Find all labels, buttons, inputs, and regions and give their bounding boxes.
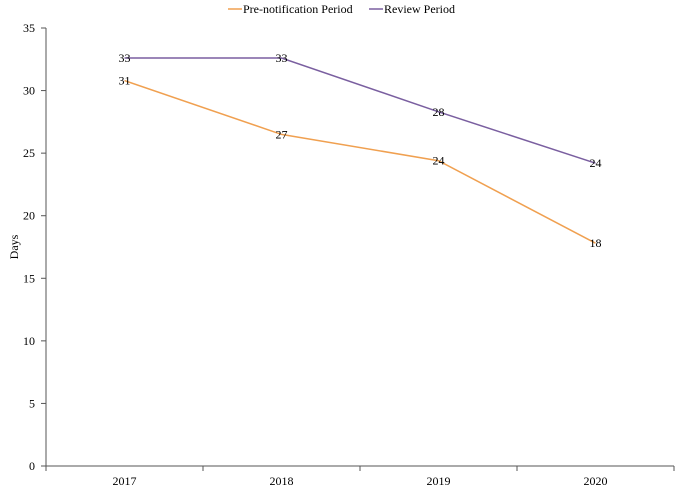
x-tick-label: 2020: [584, 474, 608, 488]
series-line-2: [124, 57, 596, 164]
data-label: 18: [590, 236, 602, 250]
x-tick-label: 2018: [270, 474, 294, 488]
data-label: 24: [590, 156, 602, 170]
legend-label-1: Pre-notification Period: [243, 2, 353, 16]
data-label: 33: [119, 51, 131, 65]
series-line-1: [124, 79, 596, 244]
y-tick-label: 10: [23, 334, 35, 348]
data-label: 24: [433, 154, 445, 168]
legend-label-2: Review Period: [384, 2, 455, 16]
data-label: 28: [433, 105, 445, 119]
y-tick-label: 35: [23, 21, 35, 35]
y-tick-label: 25: [23, 146, 35, 160]
x-tick-label: 2019: [427, 474, 451, 488]
y-tick-label: 20: [23, 209, 35, 223]
data-label: 33: [276, 51, 288, 65]
y-tick-label: 0: [29, 459, 35, 473]
x-tick-label: 2017: [113, 474, 137, 488]
x-axis: 2017 2018 2019 2020: [45, 465, 675, 488]
y-axis: Days 0 5 10 15 20 25 30 35: [7, 21, 47, 473]
plot-area: 31 27 24 18 33 33 28 24: [119, 51, 602, 250]
y-tick-label: 5: [29, 396, 35, 410]
y-axis-title: Days: [7, 234, 21, 259]
y-tick-label: 30: [23, 84, 35, 98]
legend: Pre-notification Period Review Period: [228, 2, 455, 16]
data-label: 27: [276, 127, 288, 141]
y-tick-label: 15: [23, 271, 35, 285]
data-label: 31: [119, 74, 131, 88]
